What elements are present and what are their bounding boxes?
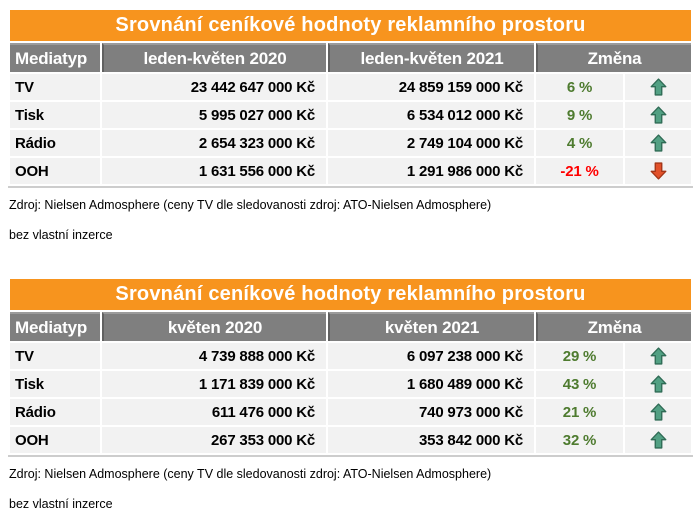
table-row-tisk: Tisk 1 171 839 000 Kč 1 680 489 000 Kč 4… [10, 371, 692, 397]
change-percent: 9 % [536, 102, 623, 128]
table-title: Srovnání ceníkové hodnoty reklamního pro… [10, 10, 692, 41]
header-row: Mediatyp květen 2020 květen 2021 Změna [10, 312, 692, 341]
column-header-period-2021: leden-květen 2021 [328, 43, 534, 72]
mediatype-label: Rádio [10, 130, 100, 156]
table-row-tv: TV 4 739 888 000 Kč 6 097 238 000 Kč 29 … [10, 343, 692, 369]
source-note: Zdroj: Nielsen Admosphere (ceny TV dle s… [9, 467, 492, 481]
trend-arrow-icon [625, 130, 692, 156]
change-percent: 32 % [536, 427, 623, 453]
trend-arrow-icon [625, 427, 692, 453]
column-header-change: Změna [536, 43, 692, 72]
change-percent: 29 % [536, 343, 623, 369]
value-2020: 1 631 556 000 Kč [102, 158, 326, 184]
trend-arrow-icon [625, 74, 692, 100]
trend-arrow-icon [625, 399, 692, 425]
mediatype-label: Rádio [10, 399, 100, 425]
value-2021: 24 859 159 000 Kč [328, 74, 534, 100]
column-header-mediatyp: Mediatyp [10, 43, 100, 72]
mediatype-label: Tisk [10, 102, 100, 128]
mediatype-label: OOH [10, 158, 100, 184]
trend-arrow-icon [625, 371, 692, 397]
table-row-tv: TV 23 442 647 000 Kč 24 859 159 000 Kč 6… [10, 74, 692, 100]
table-row-ooh: OOH 267 353 000 Kč 353 842 000 Kč 32 % [10, 427, 692, 453]
value-2021: 1 680 489 000 Kč [328, 371, 534, 397]
value-2020: 1 171 839 000 Kč [102, 371, 326, 397]
mediatype-label: OOH [10, 427, 100, 453]
price-table-may: Srovnání ceníkové hodnoty reklamního pro… [8, 277, 694, 457]
table-row-radio: Rádio 611 476 000 Kč 740 973 000 Kč 21 % [10, 399, 692, 425]
title-row: Srovnání ceníkové hodnoty reklamního pro… [10, 10, 692, 41]
value-2021: 353 842 000 Kč [328, 427, 534, 453]
source-note: Zdroj: Nielsen Admosphere (ceny TV dle s… [9, 198, 492, 212]
trend-arrow-icon [625, 158, 692, 184]
mediatype-label: TV [10, 343, 100, 369]
value-2020: 611 476 000 Kč [102, 399, 326, 425]
table-row-radio: Rádio 2 654 323 000 Kč 2 749 104 000 Kč … [10, 130, 692, 156]
value-2021: 6 534 012 000 Kč [328, 102, 534, 128]
column-header-change: Změna [536, 312, 692, 341]
mediatype-label: TV [10, 74, 100, 100]
title-row: Srovnání ceníkové hodnoty reklamního pro… [10, 279, 692, 310]
footnote: bez vlastní inzerce [9, 497, 113, 511]
value-2020: 23 442 647 000 Kč [102, 74, 326, 100]
footnote: bez vlastní inzerce [9, 228, 113, 242]
mediatype-label: Tisk [10, 371, 100, 397]
header-row: Mediatyp leden-květen 2020 leden-květen … [10, 43, 692, 72]
price-table-block-may: Srovnání ceníkové hodnoty reklamního pro… [8, 277, 694, 511]
value-2021: 2 749 104 000 Kč [328, 130, 534, 156]
value-2021: 740 973 000 Kč [328, 399, 534, 425]
value-2020: 2 654 323 000 Kč [102, 130, 326, 156]
price-table-ytd: Srovnání ceníkové hodnoty reklamního pro… [8, 8, 694, 188]
table-title: Srovnání ceníkové hodnoty reklamního pro… [10, 279, 692, 310]
value-2021: 6 097 238 000 Kč [328, 343, 534, 369]
column-header-period-2020: leden-květen 2020 [102, 43, 326, 72]
value-2020: 4 739 888 000 Kč [102, 343, 326, 369]
change-percent: 43 % [536, 371, 623, 397]
column-header-mediatyp: Mediatyp [10, 312, 100, 341]
value-2020: 5 995 027 000 Kč [102, 102, 326, 128]
table-row-ooh: OOH 1 631 556 000 Kč 1 291 986 000 Kč -2… [10, 158, 692, 184]
column-header-period-2020: květen 2020 [102, 312, 326, 341]
change-percent: 4 % [536, 130, 623, 156]
column-header-period-2021: květen 2021 [328, 312, 534, 341]
change-percent: 6 % [536, 74, 623, 100]
change-percent: -21 % [536, 158, 623, 184]
price-table-block-ytd: Srovnání ceníkové hodnoty reklamního pro… [8, 8, 694, 242]
trend-arrow-icon [625, 343, 692, 369]
table-row-tisk: Tisk 5 995 027 000 Kč 6 534 012 000 Kč 9… [10, 102, 692, 128]
value-2020: 267 353 000 Kč [102, 427, 326, 453]
change-percent: 21 % [536, 399, 623, 425]
trend-arrow-icon [625, 102, 692, 128]
value-2021: 1 291 986 000 Kč [328, 158, 534, 184]
